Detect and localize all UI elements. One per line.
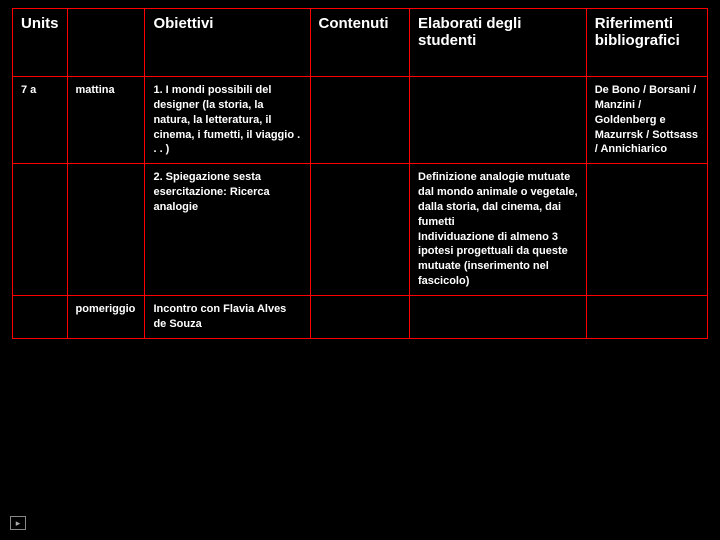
header-obiettivi: Obiettivi [145,9,310,77]
cell-contenuti [310,77,410,164]
cell-elaborati: Definizione analogie mutuate dal mondo a… [410,164,587,296]
cell-elaborati [410,295,587,338]
table-row: pomeriggio Incontro con Flavia Alves de … [13,295,708,338]
curriculum-table: Units Obiettivi Contenuti Elaborati degl… [12,8,708,339]
cell-obiettivi: Incontro con Flavia Alves de Souza [145,295,310,338]
cell-contenuti [310,164,410,296]
cell-obiettivi: 1. I mondi possibili del designer (la st… [145,77,310,164]
cell-riferimenti [586,295,707,338]
cell-units: 7 a [13,77,68,164]
cell-units [13,164,68,296]
cell-time: pomeriggio [67,295,145,338]
cell-time [67,164,145,296]
table-row: 2. Spiegazione sesta esercitazione: Rice… [13,164,708,296]
cell-riferimenti: De Bono / Borsani / Manzini / Goldenberg… [586,77,707,164]
slide-nav-icon[interactable]: ▸ [10,516,26,530]
cell-time: mattina [67,77,145,164]
header-units: Units [13,9,68,77]
cell-elaborati [410,77,587,164]
header-elaborati: Elaborati degli studenti [410,9,587,77]
header-contenuti: Contenuti [310,9,410,77]
table-header-row: Units Obiettivi Contenuti Elaborati degl… [13,9,708,77]
header-riferimenti: Riferimenti bibliografici [586,9,707,77]
cell-units [13,295,68,338]
cell-riferimenti [586,164,707,296]
header-time [67,9,145,77]
cell-obiettivi: 2. Spiegazione sesta esercitazione: Rice… [145,164,310,296]
table-row: 7 a mattina 1. I mondi possibili del des… [13,77,708,164]
cell-contenuti [310,295,410,338]
